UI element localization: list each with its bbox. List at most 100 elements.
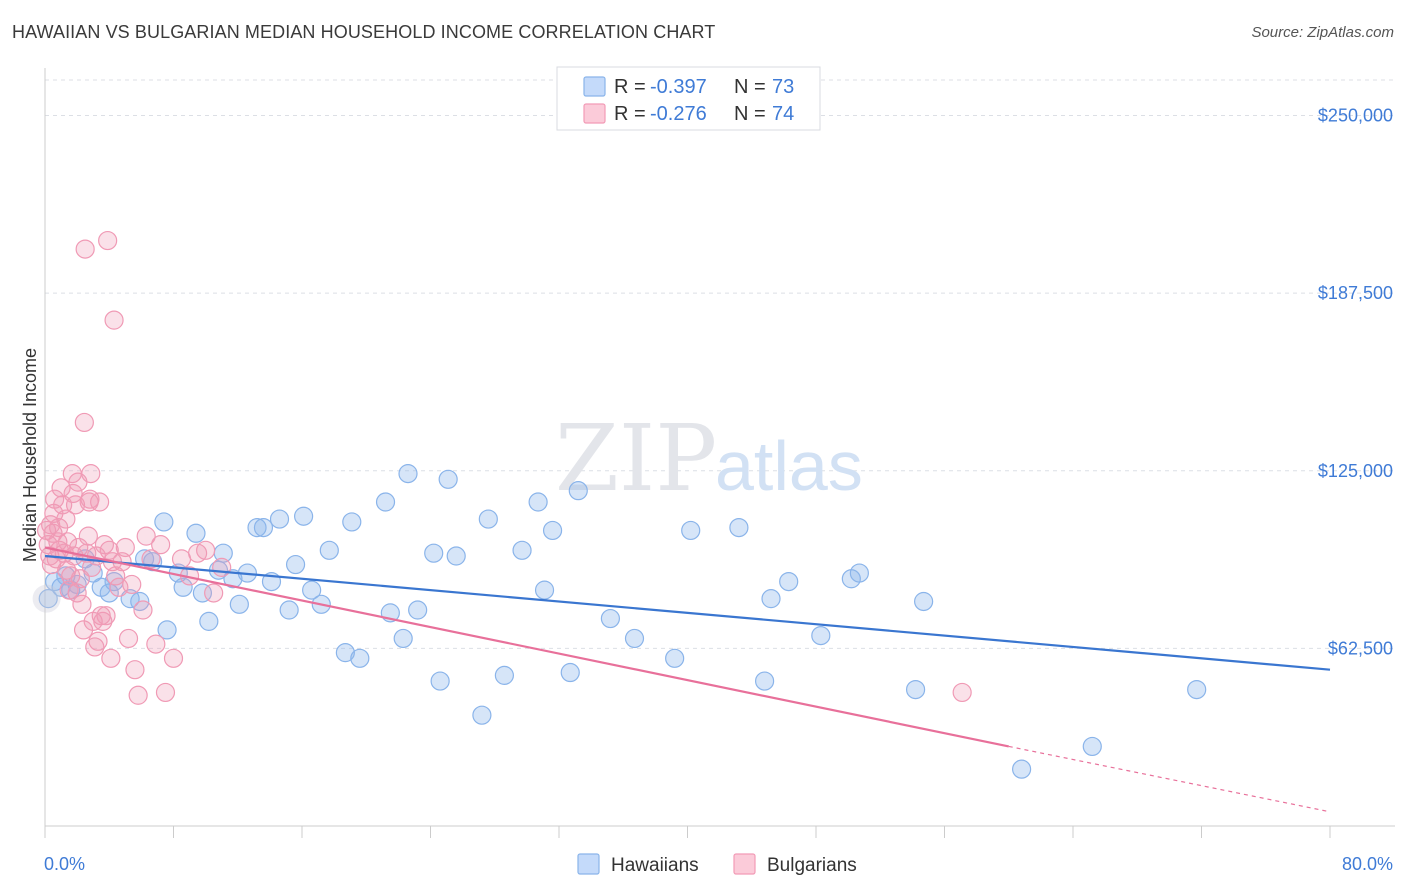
hawaiian-point bbox=[173, 577, 193, 597]
bulgarian-point bbox=[171, 549, 192, 569]
bulgarian-point bbox=[106, 566, 126, 586]
hawaiian-point bbox=[285, 554, 306, 575]
watermark-zip: ZIP bbox=[555, 405, 717, 512]
legend-r-value: -0.276 bbox=[650, 103, 707, 125]
legend-n-value: 73 bbox=[772, 76, 794, 98]
hawaiian-point bbox=[192, 583, 213, 603]
hawaiian-point bbox=[38, 589, 58, 609]
bulgarian-point bbox=[75, 239, 95, 259]
hawaiian-point bbox=[247, 517, 267, 538]
source-label: Source: ZipAtlas.com bbox=[1251, 24, 1394, 41]
hawaiian-point bbox=[779, 571, 799, 592]
grid-lines bbox=[45, 79, 1395, 649]
watermark-atlas: atlas bbox=[715, 427, 863, 505]
bulgarians-trend-line bbox=[44, 546, 1009, 748]
chart-title: HAWAIIAN VS BULGARIAN MEDIAN HOUSEHOLD I… bbox=[12, 22, 716, 42]
bulgarian-point bbox=[146, 634, 166, 654]
hawaiian-point bbox=[542, 520, 563, 541]
hawaiian-point bbox=[430, 671, 450, 691]
bulgarian-point bbox=[118, 628, 139, 649]
hawaiian-point bbox=[157, 620, 177, 640]
legend-r-value: -0.397 bbox=[650, 76, 707, 98]
bulgarian-point bbox=[96, 606, 116, 626]
hawaiian-point bbox=[512, 540, 532, 560]
hawaiian-point bbox=[914, 591, 934, 612]
hawaiian-point bbox=[408, 600, 428, 620]
hawaiian-point bbox=[534, 580, 555, 600]
bulgarian-point bbox=[93, 611, 113, 631]
bottom-legend: Hawaiians Bulgarians bbox=[577, 853, 857, 876]
bulgarian-point bbox=[74, 412, 94, 433]
x-tick-labels: 0.0% 80.0% bbox=[44, 854, 1393, 874]
bulgarians-points bbox=[37, 230, 972, 705]
hawaiian-point bbox=[665, 648, 685, 668]
hawaiian-point bbox=[154, 512, 174, 532]
bulgarians-trend-extension bbox=[1008, 745, 1331, 813]
bulgarian-point bbox=[115, 537, 135, 558]
x-tick-label: 0.0% bbox=[44, 854, 85, 874]
bulgarian-point bbox=[163, 648, 184, 668]
bulgarian-point bbox=[101, 648, 121, 668]
hawaiian-point bbox=[1011, 759, 1032, 779]
bulgarian-point bbox=[99, 540, 119, 560]
bottom-legend-swatch-hawaiians bbox=[577, 853, 600, 875]
hawaiian-point bbox=[446, 546, 466, 566]
bulgarian-point bbox=[212, 557, 232, 577]
hawaiian-point bbox=[393, 628, 413, 649]
hawaiian-point bbox=[438, 469, 458, 489]
bulgarian-point bbox=[122, 574, 142, 595]
bulgarian-point bbox=[57, 532, 78, 552]
hawaiian-point bbox=[335, 643, 355, 663]
bulgarian-point bbox=[128, 685, 148, 705]
bulgarian-point bbox=[70, 569, 90, 589]
bulgarian-point bbox=[72, 594, 92, 614]
hawaiian-point bbox=[754, 671, 775, 691]
bulgarian-point bbox=[141, 549, 161, 569]
hawaiian-point bbox=[905, 679, 926, 700]
hawaiian-point bbox=[319, 540, 339, 560]
hawaiian-point bbox=[32, 584, 61, 613]
hawaiian-point bbox=[375, 492, 396, 512]
hawaiian-point bbox=[253, 517, 274, 538]
hawaiian-point bbox=[269, 509, 290, 529]
bulgarian-point bbox=[104, 310, 124, 330]
legend-box: R = -0.397 N = 73 R = -0.276 N = 74 bbox=[556, 66, 821, 131]
hawaiians-trend-line bbox=[44, 554, 1331, 671]
bulgarian-point bbox=[98, 230, 118, 251]
bulgarian-point bbox=[78, 526, 98, 546]
bulgarian-point bbox=[133, 600, 153, 620]
legend-n-label: N = bbox=[734, 76, 766, 98]
bulgarian-point bbox=[952, 682, 972, 703]
hawaiian-point bbox=[223, 569, 243, 589]
y-tick-labels: $62,500 $125,000 $187,500 $250,000 bbox=[1318, 106, 1393, 659]
legend-r-label: R = bbox=[614, 76, 646, 98]
trend-lines bbox=[44, 546, 1331, 813]
hawaiian-point bbox=[849, 563, 869, 583]
hawaiian-point bbox=[761, 589, 781, 609]
bulgarian-point bbox=[196, 540, 216, 560]
hawaiian-point bbox=[729, 517, 749, 538]
hawaiian-point bbox=[424, 543, 444, 563]
bulgarian-point bbox=[67, 583, 87, 603]
y-tick-label: $62,500 bbox=[1328, 638, 1393, 658]
bottom-legend-swatch-bulgarians bbox=[733, 853, 756, 875]
y-tick-label: $250,000 bbox=[1318, 106, 1393, 126]
bottom-legend-label-bulgarians: Bulgarians bbox=[767, 855, 857, 876]
watermark: ZIP atlas bbox=[555, 405, 863, 512]
bulgarian-point bbox=[85, 637, 105, 657]
hawaiian-point bbox=[229, 594, 249, 614]
hawaiian-point bbox=[568, 481, 588, 501]
hawaiian-point bbox=[600, 608, 621, 629]
bulgarian-point bbox=[151, 535, 171, 555]
bulgarian-point bbox=[51, 478, 71, 498]
axes bbox=[44, 68, 1395, 838]
hawaiian-point bbox=[302, 580, 322, 600]
bulgarian-point bbox=[88, 631, 108, 651]
bulgarian-point bbox=[155, 682, 176, 703]
hawaiian-point bbox=[624, 628, 645, 649]
bottom-legend-label-hawaiians: Hawaiians bbox=[611, 855, 699, 876]
hawaiian-point bbox=[279, 600, 299, 620]
hawaiian-point bbox=[199, 611, 219, 631]
hawaiian-point bbox=[99, 583, 119, 603]
hawaiian-point bbox=[560, 662, 580, 683]
